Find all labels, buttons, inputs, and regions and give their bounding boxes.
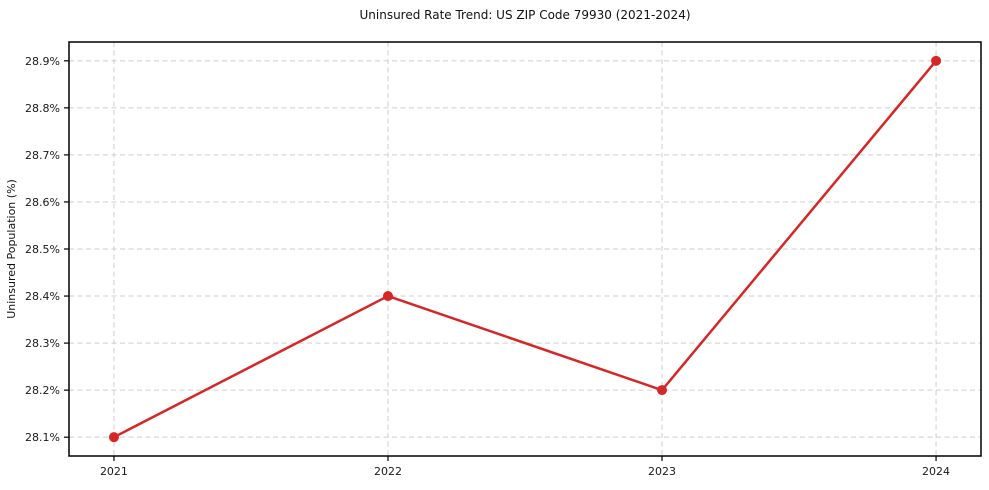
y-tick-label: 28.7%	[25, 149, 60, 162]
data-point	[931, 55, 942, 66]
y-tick-label: 28.2%	[25, 384, 60, 397]
data-point	[382, 291, 393, 302]
chart-title: Uninsured Rate Trend: US ZIP Code 79930 …	[359, 8, 691, 22]
y-tick-label: 28.9%	[25, 55, 60, 68]
trend-line	[112, 59, 938, 439]
y-axis-label: Uninsured Population (%)	[5, 179, 18, 319]
y-tick-label: 28.4%	[25, 290, 60, 303]
y-tick-label: 28.3%	[25, 337, 60, 350]
data-point	[657, 385, 668, 396]
y-tick-label: 28.8%	[25, 102, 60, 115]
plot-area: 2021 2022 2023 2024 28.1% 28.2% 28.3% 28.4% 28.5…	[25, 41, 982, 478]
x-tick-label: 2024	[922, 465, 950, 478]
y-tick-label: 28.5%	[25, 243, 60, 256]
x-tick-label: 2022	[374, 465, 402, 478]
x-tick-label: 2021	[100, 465, 128, 478]
y-tick-label: 28.6%	[25, 196, 60, 209]
x-tick-label: 2023	[648, 465, 676, 478]
y-tick-label: 28.1%	[25, 431, 60, 444]
data-point	[108, 432, 119, 443]
